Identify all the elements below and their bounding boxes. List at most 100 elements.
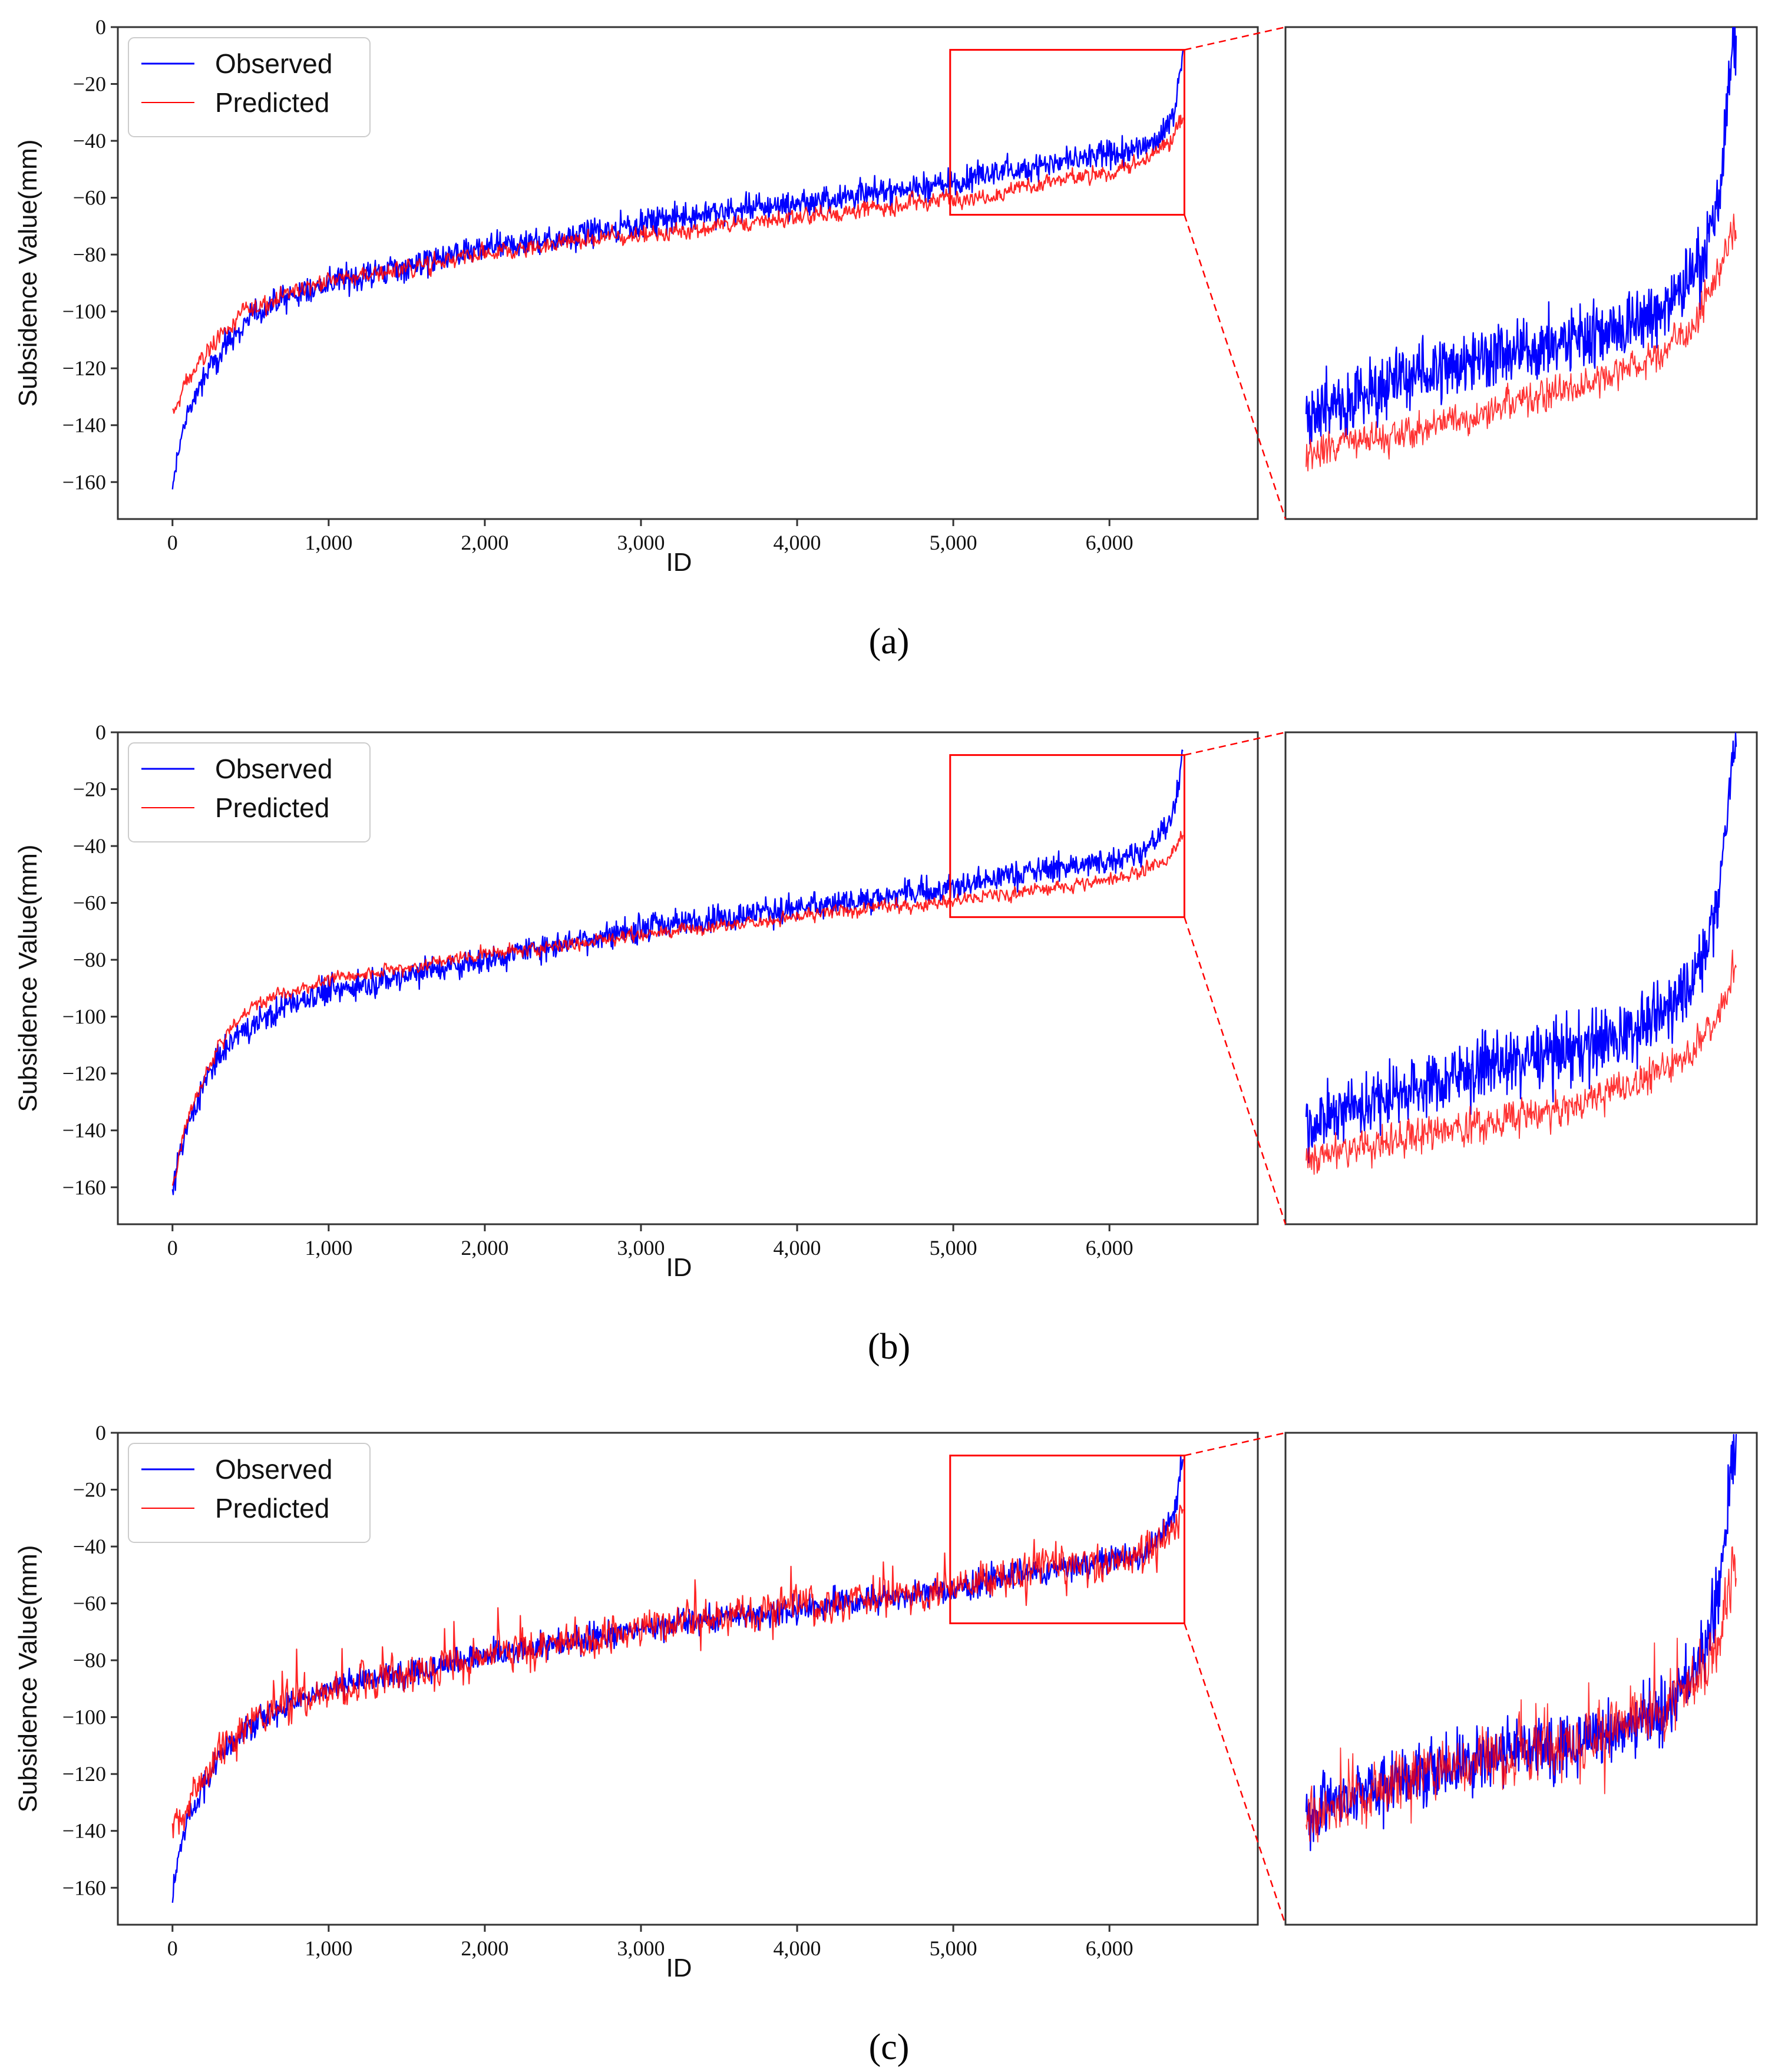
chart-panel-c: 0 −20 −40 −60 −80 −100 −120 −140 −160 0 1,000 2,000…: [14, 1421, 1758, 2067]
x-tick-label: 5,000: [930, 1936, 977, 1960]
x-tick-label: 4,000: [774, 531, 821, 554]
y-tick-label: −120: [62, 1062, 106, 1085]
zoom-connector-top: [1184, 731, 1286, 756]
legend-label-observed: Observed: [215, 48, 332, 79]
y-tick-label: −20: [73, 778, 106, 801]
x-axis-label: ID: [666, 1954, 692, 1982]
y-tick-label: −160: [62, 1876, 106, 1899]
zoom-inset-series: [1305, 732, 1737, 1175]
x-tick-label: 3,000: [617, 531, 665, 554]
x-tick-label: 4,000: [774, 1936, 821, 1960]
y-tick-label: −40: [73, 1535, 106, 1558]
y-axis-label: Subsidence Value(mm): [14, 139, 42, 407]
zoom-inset-series: [1305, 27, 1737, 472]
y-tick-label: −40: [73, 834, 106, 858]
y-tick-label: 0: [95, 15, 106, 39]
panel-caption: (b): [868, 1327, 910, 1367]
x-tick-label: 5,000: [930, 1236, 977, 1260]
zoom-inset-series: [1305, 1434, 1737, 1852]
inset-line-predicted: [1306, 213, 1737, 472]
series-group: [171, 1455, 1184, 1903]
y-tick-label: −140: [62, 414, 106, 437]
y-tick-label: −100: [62, 1005, 106, 1029]
x-tick-label: 6,000: [1086, 531, 1133, 554]
series-group: [171, 50, 1184, 490]
y-tick-label: −160: [62, 1175, 106, 1199]
y-axis-label: Subsidence Value(mm): [14, 844, 42, 1112]
zoom-connector-top: [1184, 26, 1286, 51]
y-tick-label: −100: [62, 1706, 106, 1729]
x-tick-label: 0: [167, 1236, 178, 1260]
x-axis-label: ID: [666, 1253, 692, 1282]
series-line-predicted: [171, 831, 1184, 1186]
y-tick-label: −20: [73, 72, 106, 96]
x-tick-label: 1,000: [305, 1936, 352, 1960]
legend-box: [128, 37, 371, 137]
x-tick-label: 2,000: [461, 531, 508, 554]
legend-label-predicted: Predicted: [215, 1493, 329, 1524]
y-tick-label: −20: [73, 1478, 106, 1502]
x-tick-label: 3,000: [617, 1236, 665, 1260]
zoom-connector-bottom: [1184, 917, 1287, 1225]
y-tick-label: 0: [95, 721, 106, 744]
y-tick-label: −80: [73, 948, 106, 971]
x-tick-label: 6,000: [1086, 1936, 1133, 1960]
zoom-connector-top: [1184, 1432, 1286, 1456]
x-tick-label: 4,000: [774, 1236, 821, 1260]
inset-line-predicted: [1306, 1546, 1737, 1843]
x-tick-label: 5,000: [930, 531, 977, 554]
x-tick-label: 2,000: [461, 1236, 508, 1260]
legend-box: [128, 742, 371, 842]
legend-label-predicted: Predicted: [215, 87, 329, 118]
y-tick-label: −120: [62, 1762, 106, 1786]
zoom-inset-frame: [1284, 731, 1758, 1225]
y-tick-label: −160: [62, 470, 106, 494]
zoom-region-box: [949, 754, 1185, 918]
series-line-predicted: [171, 1505, 1184, 1839]
legend-label-predicted: Predicted: [215, 792, 329, 823]
inset-line-predicted: [1306, 949, 1737, 1175]
legend-label-observed: Observed: [215, 754, 332, 784]
legend: Observed Predicted: [128, 37, 371, 137]
zoom-region-box: [949, 49, 1185, 216]
y-tick-label: −120: [62, 356, 106, 380]
panel-caption: (a): [869, 622, 910, 662]
inset-line-observed: [1305, 27, 1737, 445]
inset-line-observed: [1305, 732, 1737, 1164]
x-axis-label: ID: [666, 548, 692, 577]
legend-box: [128, 1443, 371, 1543]
zoom-connector-bottom: [1184, 214, 1287, 520]
x-tick-label: 3,000: [617, 1936, 665, 1960]
series-line-predicted: [172, 114, 1184, 414]
series-group: [171, 749, 1184, 1195]
panel-caption: (c): [869, 2027, 910, 2067]
chart-panel-b: 0 −20 −40 −60 −80 −100 −120 −140 −160 0 1,000 2,000…: [14, 721, 1758, 1367]
zoom-connector-bottom: [1184, 1622, 1287, 1925]
legend: Observed Predicted: [128, 742, 371, 842]
x-tick-label: 6,000: [1086, 1236, 1133, 1260]
y-tick-label: −60: [73, 891, 106, 915]
zoom-inset-frame: [1284, 26, 1758, 520]
chart-panel-a: 0 −20 −40 −60 −80 −100 −120 −140 −160 0 1,000 2,000…: [14, 15, 1758, 662]
y-tick-label: −80: [73, 1648, 106, 1672]
y-axis-label: Subsidence Value(mm): [14, 1545, 42, 1812]
y-tick-label: −140: [62, 1119, 106, 1142]
y-tick-label: −80: [73, 243, 106, 266]
y-tick-label: −60: [73, 186, 106, 210]
y-tick-label: −140: [62, 1819, 106, 1843]
x-tick-label: 1,000: [305, 1236, 352, 1260]
y-tick-label: −40: [73, 129, 106, 153]
legend-label-observed: Observed: [215, 1454, 332, 1485]
y-tick-label: 0: [95, 1421, 106, 1445]
y-tick-label: −100: [62, 300, 106, 323]
x-tick-label: 0: [167, 1936, 178, 1960]
legend: Observed Predicted: [128, 1443, 371, 1543]
series-line-observed: [171, 749, 1184, 1195]
y-tick-label: −60: [73, 1592, 106, 1615]
series-line-observed: [171, 50, 1184, 490]
x-tick-label: 1,000: [305, 531, 352, 554]
x-tick-label: 0: [167, 531, 178, 554]
zoom-region-box: [949, 1455, 1185, 1624]
x-tick-label: 2,000: [461, 1936, 508, 1960]
